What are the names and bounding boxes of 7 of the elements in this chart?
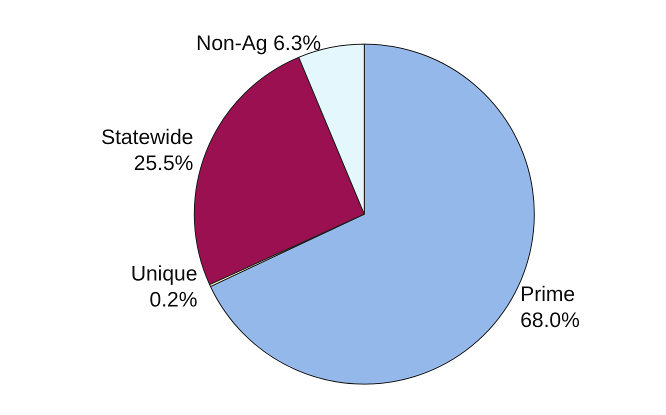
data-label: 68.0% [520, 308, 580, 332]
data-label: 0.2% [150, 288, 198, 312]
slice-label: Statewide [101, 126, 194, 150]
slice-label: Prime [520, 282, 576, 306]
slice-label: Unique [130, 262, 198, 286]
slice-label: Non-Ag 6.3% [196, 32, 322, 56]
data-label: 25.5% [134, 152, 194, 176]
